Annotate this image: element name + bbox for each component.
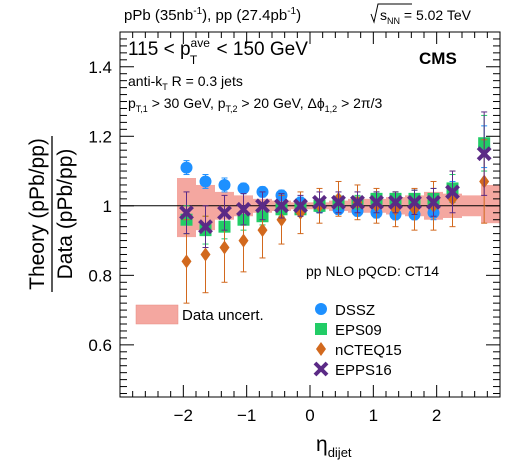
legend: Data uncert. DSSZ EPS09 nCTEQ15 EPPS16 bbox=[135, 302, 402, 379]
data-point bbox=[180, 161, 193, 174]
data-point-stroke bbox=[274, 198, 289, 214]
data-point bbox=[218, 178, 231, 191]
data-point bbox=[236, 201, 251, 217]
legend-band-label: Data uncert. bbox=[182, 307, 264, 324]
legend-marker-eps09 bbox=[315, 323, 327, 335]
y-axis-label: Theory (pPb/pp) Data (pPb/pp) bbox=[26, 136, 77, 292]
data-point-stroke bbox=[179, 205, 194, 221]
data-point-stroke bbox=[350, 194, 365, 210]
data-point-stroke bbox=[331, 194, 346, 210]
data-point bbox=[350, 194, 365, 210]
cuts-label: pT,1 > 30 GeV, pT,2 > 20 GeV, Δϕ1,2 > 2π… bbox=[128, 95, 382, 114]
lumi-label: pPb (35nb-1), pp (27.4pb-1) bbox=[124, 6, 301, 24]
y-tick-label: 0.8 bbox=[88, 266, 112, 285]
data-point bbox=[200, 247, 211, 262]
energy-label: sNN = 5.02 TeV bbox=[380, 7, 472, 26]
algo-label: anti-kT R = 0.3 jets bbox=[128, 73, 243, 92]
legend-series: DSSZ EPS09 nCTEQ15 EPPS16 bbox=[313, 302, 402, 379]
sqrt-sign bbox=[370, 3, 412, 24]
x-tick-label: 1 bbox=[369, 406, 378, 425]
x-tick-label: −2 bbox=[174, 406, 193, 425]
data-point-stroke bbox=[388, 194, 403, 210]
data-point-stroke bbox=[217, 205, 232, 221]
pt-range-label: 115 < pave T < 150 GeV bbox=[128, 36, 308, 67]
legend-label-epps16: EPPS16 bbox=[335, 362, 392, 379]
data-point bbox=[217, 205, 232, 221]
plot-annotations: 115 < pave T < 150 GeV CMS anti-kT R = 0.… bbox=[128, 36, 457, 279]
data-point bbox=[369, 194, 384, 210]
data-point bbox=[312, 194, 327, 210]
series-epps16 bbox=[179, 111, 492, 249]
data-point bbox=[276, 212, 287, 227]
legend-label-dssz: DSSZ bbox=[335, 302, 375, 319]
data-point bbox=[238, 233, 249, 248]
data-point bbox=[199, 175, 212, 188]
legend-marker-epps16 bbox=[313, 361, 329, 377]
data-point bbox=[257, 223, 268, 238]
data-point bbox=[476, 146, 492, 162]
legend-marker-dssz bbox=[315, 303, 327, 315]
data-point bbox=[237, 182, 250, 195]
x-axis-label: ηdijet bbox=[316, 433, 352, 460]
y-tick-label: 1.2 bbox=[88, 127, 112, 146]
legend-label-ncteq15: nCTEQ15 bbox=[335, 342, 402, 359]
data-point-stroke bbox=[445, 184, 460, 200]
axis-titles: ηdijet Theory (pPb/pp) Data (pPb/pp) bbox=[26, 136, 352, 460]
x-tick-label: 2 bbox=[432, 406, 441, 425]
theory-note: pp NLO pQCD: CT14 bbox=[306, 263, 439, 279]
axes: −2 −1 0 1 2 0.6 0.8 1 1.2 1.4 bbox=[88, 32, 500, 425]
data-point bbox=[274, 198, 289, 214]
header: pPb (35nb-1), pp (27.4pb-1) sNN = 5.02 T… bbox=[124, 3, 472, 26]
cms-label: CMS bbox=[419, 49, 457, 68]
data-point-stroke bbox=[236, 201, 251, 217]
data-point-stroke bbox=[369, 194, 384, 210]
data-point bbox=[179, 205, 194, 221]
band-segment bbox=[481, 184, 500, 224]
data-point bbox=[407, 194, 422, 210]
data-point bbox=[198, 219, 213, 235]
legend-marker-epps16-stroke bbox=[313, 361, 329, 377]
x-tick-label: −1 bbox=[237, 406, 256, 425]
data-point-stroke bbox=[293, 198, 308, 214]
x-tick-label: 0 bbox=[305, 406, 314, 425]
data-point bbox=[293, 198, 308, 214]
data-point bbox=[426, 194, 441, 210]
y-tick-label: 0.6 bbox=[88, 336, 112, 355]
data-point bbox=[219, 240, 230, 255]
data-point bbox=[255, 198, 270, 214]
data-point-stroke bbox=[255, 198, 270, 214]
y-tick-label: 1 bbox=[103, 197, 112, 216]
legend-band-swatch bbox=[135, 304, 179, 325]
data-point bbox=[388, 194, 403, 210]
legend-marker-ncteq15 bbox=[316, 342, 326, 356]
data-point-stroke bbox=[426, 194, 441, 210]
data-point bbox=[445, 184, 460, 200]
y-tick-label: 1.4 bbox=[88, 58, 112, 77]
data-point-stroke bbox=[312, 194, 327, 210]
data-point bbox=[331, 194, 346, 210]
y-axis-label-top: Theory (pPb/pp) bbox=[26, 138, 49, 290]
legend-label-eps09: EPS09 bbox=[335, 322, 382, 339]
plot-area: −2 −1 0 1 2 0.6 0.8 1 1.2 1.4 bbox=[88, 31, 501, 425]
y-axis-label-bottom: Data (pPb/pp) bbox=[54, 149, 77, 280]
data-point-stroke bbox=[198, 219, 213, 235]
data-point bbox=[181, 254, 192, 269]
data-point-stroke bbox=[407, 194, 422, 210]
data-point-stroke bbox=[476, 146, 492, 162]
series-layer bbox=[179, 111, 492, 304]
